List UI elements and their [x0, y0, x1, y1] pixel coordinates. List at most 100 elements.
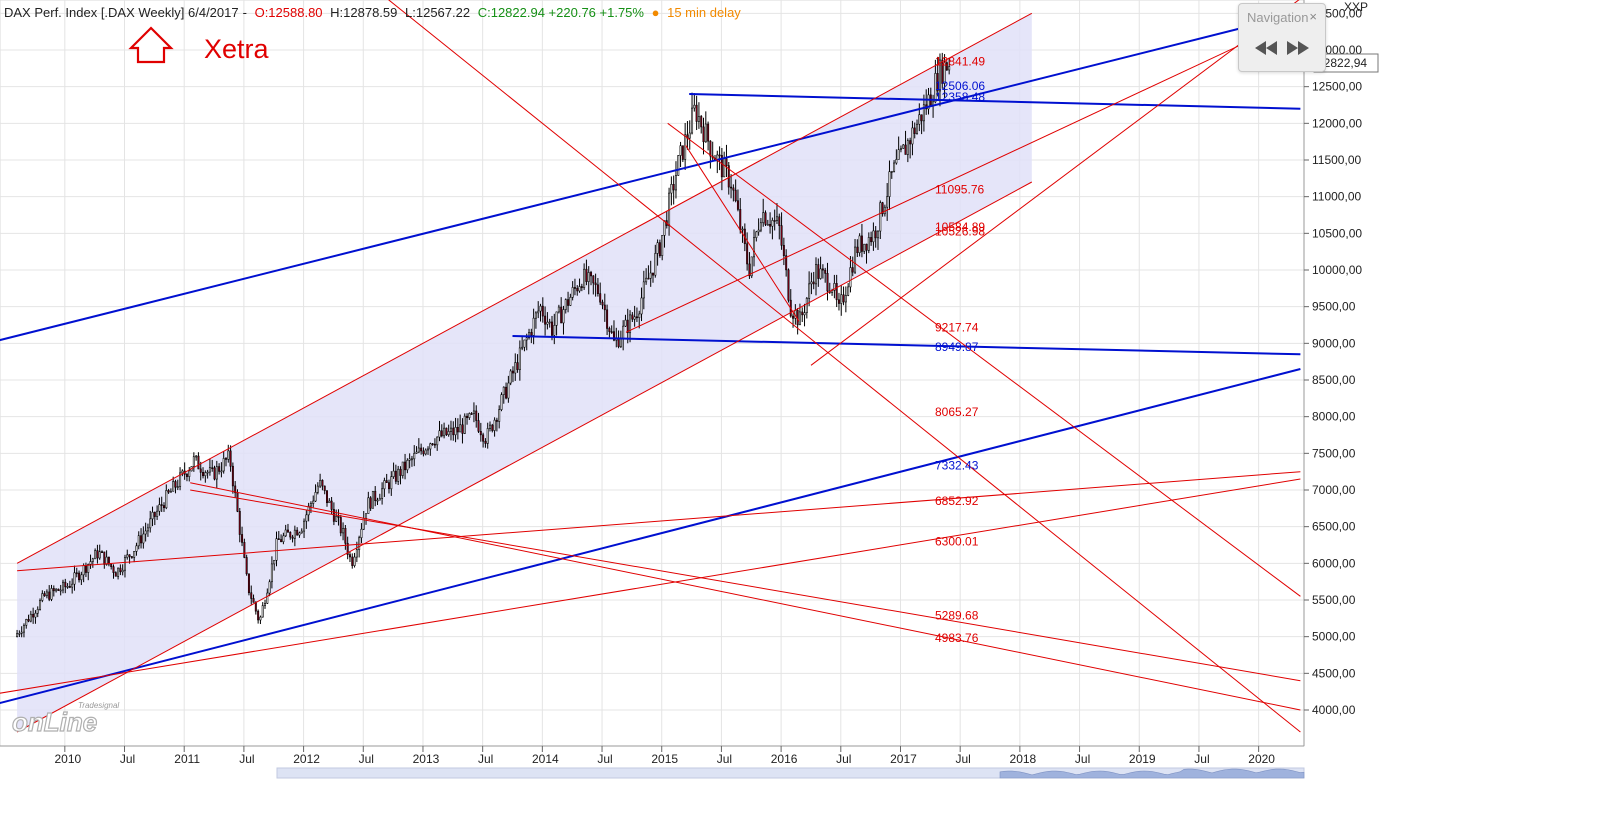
candle-body: [824, 269, 827, 274]
x-tick-label: Jul: [239, 752, 254, 766]
candle-body: [330, 500, 333, 510]
candle-body: [688, 132, 691, 139]
candle-body: [684, 134, 687, 160]
candle-body: [25, 619, 28, 626]
candle-body: [188, 470, 191, 477]
trendline-red[interactable]: [625, 16, 1301, 333]
candle-body: [640, 297, 643, 315]
close-icon[interactable]: ×: [1309, 9, 1317, 24]
candle-body: [144, 530, 147, 535]
candle-body: [32, 613, 35, 618]
candle-body: [505, 386, 508, 399]
level-label: 8065.27: [935, 405, 979, 419]
candle-body: [573, 287, 576, 289]
candle-body: [732, 187, 735, 191]
candle-body: [241, 534, 244, 543]
candle-body: [172, 481, 175, 492]
trendline-blue[interactable]: [0, 368, 1301, 706]
trendline-red[interactable]: [667, 122, 1301, 597]
candle-body: [420, 447, 423, 452]
candle-body: [220, 470, 223, 473]
candle-body: [888, 171, 891, 197]
trendline-red[interactable]: [810, 0, 1300, 366]
candle-body: [266, 592, 269, 604]
candle-body: [378, 497, 381, 501]
candle-body: [874, 230, 877, 239]
trendline-red[interactable]: [0, 478, 1301, 695]
trendline-red[interactable]: [685, 145, 800, 322]
trendlines[interactable]: [0, 0, 1301, 733]
candle-body: [546, 321, 549, 325]
trendline-blue[interactable]: [512, 335, 1301, 356]
candle-body: [452, 427, 455, 436]
candle-body: [27, 619, 30, 622]
candle-body: [406, 460, 409, 471]
candle-body: [762, 212, 765, 224]
candle-body: [16, 633, 19, 637]
candle-body: [227, 450, 230, 460]
overview-strip[interactable]: [276, 767, 1305, 779]
candle-body: [259, 616, 262, 621]
rewind-icon[interactable]: [1253, 38, 1279, 58]
candle-body: [826, 273, 829, 292]
candle-body: [385, 480, 388, 483]
candle-body: [87, 563, 90, 573]
candle-body: [700, 116, 703, 128]
candle-body: [590, 272, 593, 277]
candle-body: [801, 311, 804, 316]
y-tick-label: 12500,00: [1312, 80, 1362, 94]
candle-body: [321, 479, 324, 487]
candle-body: [943, 62, 946, 84]
candle-body: [174, 481, 177, 488]
trendline-red[interactable]: [16, 181, 1033, 733]
trendline-red[interactable]: [17, 471, 1301, 572]
candle-body: [156, 510, 159, 517]
candle-body: [447, 431, 450, 436]
candle-body: [337, 515, 340, 518]
logo-small-text: Tradesignal: [78, 701, 119, 710]
trendline-blue[interactable]: [0, 12, 1301, 343]
candle-body: [374, 490, 377, 501]
candle-body: [84, 565, 87, 573]
trendline-blue[interactable]: [689, 93, 1301, 110]
candle-body: [624, 319, 627, 327]
y-tick-label: 6000,00: [1312, 556, 1356, 570]
candle-body: [273, 559, 276, 565]
trendline-red[interactable]: [190, 482, 1301, 711]
y-tick-label: 5000,00: [1312, 630, 1356, 644]
candle-body: [314, 491, 317, 502]
candle-body: [890, 171, 893, 173]
candle-body: [608, 328, 611, 332]
candle-body: [803, 312, 806, 316]
candle-body: [911, 127, 914, 145]
candle-body: [647, 277, 650, 280]
candle-body: [326, 490, 328, 504]
open-value: O:12588.80: [254, 5, 323, 20]
y-tick-label: 9500,00: [1312, 300, 1356, 314]
candles: [16, 52, 951, 638]
candle-body: [245, 557, 248, 575]
candle-body: [293, 529, 296, 539]
candle-body: [511, 370, 514, 374]
trendline-red[interactable]: [16, 12, 1033, 564]
candle-body: [541, 305, 544, 317]
candle-body: [41, 593, 44, 601]
candle-body: [808, 283, 811, 299]
candle-body: [489, 424, 492, 429]
candle-body: [835, 283, 838, 301]
fast-forward-icon[interactable]: [1285, 38, 1311, 58]
y-tick-label: 7000,00: [1312, 483, 1356, 497]
trendline-red[interactable]: [190, 489, 1301, 682]
trendline-red[interactable]: [387, 0, 1301, 733]
candle-body: [355, 549, 358, 558]
candle-body: [376, 499, 379, 502]
candle-body: [867, 237, 870, 251]
candle-body: [567, 299, 570, 306]
level-label: 12358.48: [935, 90, 985, 104]
x-tick-label: Jul: [1194, 752, 1209, 766]
candle-body: [652, 272, 655, 276]
candle-body: [560, 306, 563, 324]
candle-body: [218, 466, 221, 472]
candle-body: [612, 331, 615, 341]
